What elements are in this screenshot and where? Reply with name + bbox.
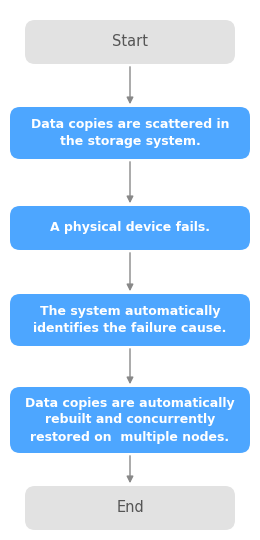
FancyBboxPatch shape — [10, 294, 250, 346]
Text: End: End — [116, 501, 144, 516]
FancyBboxPatch shape — [10, 206, 250, 250]
Text: Data copies are automatically
rebuilt and concurrently
restored on  multiple nod: Data copies are automatically rebuilt an… — [25, 396, 235, 443]
Text: Data copies are scattered in
the storage system.: Data copies are scattered in the storage… — [31, 118, 229, 148]
Text: The system automatically
identifies the failure cause.: The system automatically identifies the … — [33, 305, 227, 335]
FancyBboxPatch shape — [25, 20, 235, 64]
FancyBboxPatch shape — [10, 387, 250, 453]
FancyBboxPatch shape — [25, 486, 235, 530]
Text: A physical device fails.: A physical device fails. — [50, 221, 210, 234]
Text: Start: Start — [112, 35, 148, 50]
FancyBboxPatch shape — [10, 107, 250, 159]
